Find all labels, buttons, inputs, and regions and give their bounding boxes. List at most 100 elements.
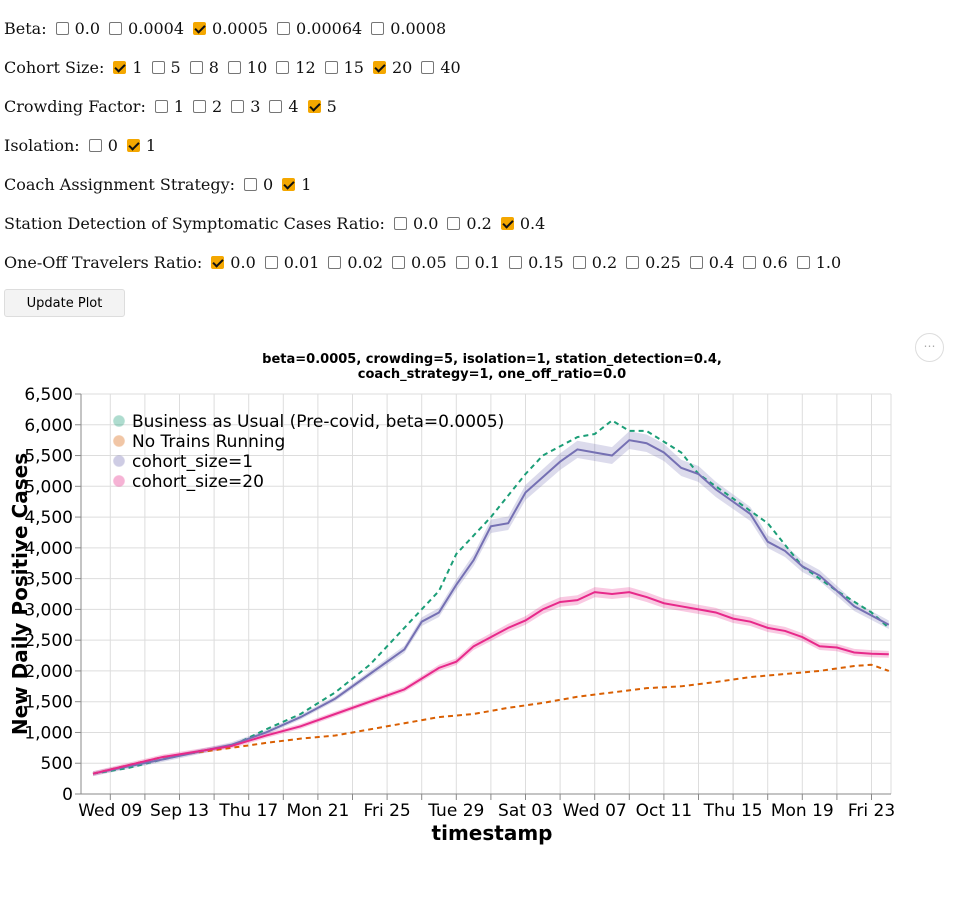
filter-option[interactable]: 1 bbox=[273, 175, 311, 194]
y-tick-label: 5,000 bbox=[24, 477, 73, 497]
filter-row: Station Detection of Symptomatic Cases R… bbox=[4, 214, 545, 233]
x-axis-label: timestamp bbox=[432, 821, 553, 845]
filter-option[interactable]: 2 bbox=[184, 97, 222, 116]
checkbox[interactable] bbox=[113, 61, 127, 74]
checkbox[interactable] bbox=[193, 22, 207, 35]
checkbox[interactable] bbox=[154, 100, 168, 113]
option-label: 0.0 bbox=[412, 214, 439, 233]
option-label: 0.2 bbox=[466, 214, 492, 233]
filter-option[interactable]: 0.1 bbox=[447, 253, 500, 272]
option-label: 15 bbox=[343, 58, 364, 77]
option-label: 1 bbox=[301, 175, 312, 194]
checkbox[interactable] bbox=[393, 217, 407, 230]
series-line bbox=[92, 439, 890, 775]
option-label: 1 bbox=[173, 97, 185, 116]
filter-option[interactable]: 12 bbox=[267, 58, 316, 77]
option-label: 0.0005 bbox=[212, 19, 269, 38]
checkbox[interactable] bbox=[55, 22, 69, 35]
filter-option[interactable]: 1.0 bbox=[788, 253, 841, 272]
checkbox[interactable] bbox=[269, 100, 283, 113]
checkbox[interactable] bbox=[109, 22, 123, 35]
filter-option[interactable]: 0.0008 bbox=[362, 19, 446, 38]
filter-option[interactable]: 0.02 bbox=[319, 253, 383, 272]
checkbox[interactable] bbox=[500, 217, 514, 230]
option-label: 0.1 bbox=[474, 253, 501, 272]
checkbox[interactable] bbox=[244, 178, 258, 191]
filter-option[interactable]: 0.00064 bbox=[268, 19, 362, 38]
filter-option[interactable]: 15 bbox=[316, 58, 364, 77]
filter-option[interactable]: 0.0 bbox=[202, 253, 256, 272]
checkbox[interactable] bbox=[276, 61, 290, 74]
filter-option[interactable]: 1 bbox=[104, 58, 143, 77]
checkbox[interactable] bbox=[743, 256, 757, 269]
filter-option[interactable]: 0.25 bbox=[617, 253, 681, 272]
filter-option[interactable]: 0 bbox=[235, 175, 273, 194]
x-tick-label: Fri 25 bbox=[363, 801, 410, 821]
checkbox[interactable] bbox=[277, 22, 291, 35]
filter-option[interactable]: 8 bbox=[181, 58, 219, 77]
filter-option[interactable]: 0.4 bbox=[492, 214, 545, 233]
filter-option[interactable]: 0.6 bbox=[734, 253, 788, 272]
filter-option[interactable]: 0.0005 bbox=[184, 19, 268, 38]
checkbox[interactable] bbox=[151, 61, 165, 74]
filter-option[interactable]: 5 bbox=[143, 58, 181, 77]
filter-option[interactable]: 4 bbox=[260, 97, 299, 116]
y-tick-label: 6,500 bbox=[24, 385, 73, 405]
filter-option[interactable]: 1 bbox=[118, 136, 156, 155]
checkbox[interactable] bbox=[282, 178, 296, 191]
filter-option[interactable]: 0.2 bbox=[564, 253, 617, 272]
y-tick-label: 4,500 bbox=[24, 508, 73, 528]
checkbox[interactable] bbox=[88, 139, 102, 152]
x-tick-label: Mon 19 bbox=[771, 801, 834, 821]
checkbox[interactable] bbox=[211, 256, 225, 269]
checkbox[interactable] bbox=[626, 256, 640, 269]
checkbox[interactable] bbox=[421, 61, 435, 74]
checkbox[interactable] bbox=[392, 256, 405, 269]
filter-option[interactable]: 1 bbox=[146, 97, 184, 116]
checkbox[interactable] bbox=[193, 100, 207, 113]
filter-option[interactable]: 0.0 bbox=[385, 214, 438, 233]
checkbox[interactable] bbox=[328, 256, 342, 269]
checkbox[interactable] bbox=[231, 100, 245, 113]
option-label: 0.00064 bbox=[296, 19, 363, 38]
checkbox[interactable] bbox=[307, 100, 321, 113]
checkbox[interactable] bbox=[189, 61, 203, 74]
option-label: 0.02 bbox=[347, 253, 383, 272]
checkbox[interactable] bbox=[372, 61, 386, 74]
filter-row: Isolation: 0 1 bbox=[4, 136, 156, 155]
more-options-icon[interactable]: ⋯ bbox=[915, 333, 944, 362]
filter-option[interactable]: 0.05 bbox=[383, 253, 447, 272]
checkbox[interactable] bbox=[227, 61, 241, 74]
filter-option[interactable]: 40 bbox=[412, 58, 461, 77]
option-label: 0.01 bbox=[283, 253, 320, 272]
checkbox[interactable] bbox=[264, 256, 278, 269]
checkbox[interactable] bbox=[324, 61, 338, 74]
checkbox[interactable] bbox=[796, 256, 810, 269]
filter-option[interactable]: 0 bbox=[80, 136, 118, 155]
checkbox[interactable] bbox=[371, 22, 385, 35]
option-label: 0.25 bbox=[645, 253, 681, 272]
checkbox[interactable] bbox=[509, 256, 523, 269]
checkbox[interactable] bbox=[126, 139, 140, 152]
checkbox[interactable] bbox=[455, 256, 469, 269]
filter-option[interactable]: 3 bbox=[222, 97, 260, 116]
filter-option[interactable]: 10 bbox=[219, 58, 267, 77]
filter-option[interactable]: 0.0 bbox=[47, 19, 100, 38]
checkbox[interactable] bbox=[572, 256, 586, 269]
option-label: 0.0 bbox=[74, 19, 101, 38]
filter-label: Isolation: bbox=[4, 136, 80, 155]
filter-option[interactable]: 5 bbox=[299, 97, 337, 116]
filter-option[interactable]: 0.4 bbox=[681, 253, 734, 272]
update-plot-button[interactable]: Update Plot bbox=[4, 289, 125, 317]
filter-option[interactable]: 0.01 bbox=[256, 253, 320, 272]
checkbox[interactable] bbox=[447, 217, 461, 230]
filter-option[interactable]: 0.15 bbox=[500, 253, 564, 272]
y-tick-label: 2,500 bbox=[24, 631, 73, 651]
option-label: 0.4 bbox=[519, 214, 546, 233]
filter-row: Coach Assignment Strategy: 0 1 bbox=[4, 175, 311, 194]
filter-label: Station Detection of Symptomatic Cases R… bbox=[4, 214, 385, 233]
filter-option[interactable]: 0.2 bbox=[438, 214, 492, 233]
filter-option[interactable]: 20 bbox=[364, 58, 412, 77]
checkbox[interactable] bbox=[689, 256, 703, 269]
filter-option[interactable]: 0.0004 bbox=[100, 19, 184, 38]
